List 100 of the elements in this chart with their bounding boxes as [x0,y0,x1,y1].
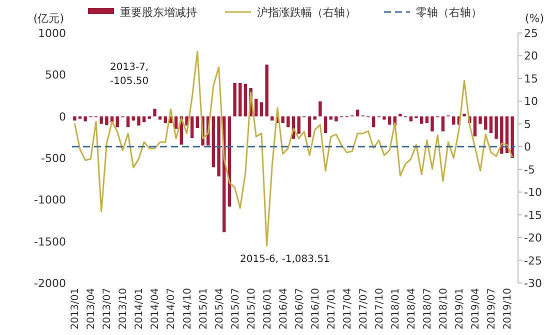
bar [489,116,493,133]
y2-tick-label: -20 [524,232,542,245]
bar [388,116,392,125]
bar [297,116,300,134]
bar [382,116,386,120]
bar [409,116,413,122]
y2-tick-label: 0 [524,140,531,154]
x-tick-label: 2018/04 [406,288,418,330]
bar [473,116,477,136]
bar [212,116,216,168]
bar [126,116,130,128]
line-series [74,50,514,246]
bar [260,102,264,116]
x-tick-label: 2015/01 [198,288,210,330]
bar [372,116,376,128]
legend-label: 零轴（右轴） [416,6,482,19]
bar [334,116,338,122]
bar [73,116,76,120]
bar [286,116,290,128]
bar [308,116,312,138]
bar [313,116,316,120]
x-tick-label: 2019/01 [454,288,466,330]
bar [174,116,178,129]
y-tick-label: 0 [59,110,66,124]
bar [217,116,220,176]
y2-tick-label: 15 [524,72,538,86]
y-tick-label: -500 [41,152,66,165]
y2-tick-label: 5 [524,118,531,131]
bar [196,116,200,128]
bar [324,116,328,133]
bar [164,116,168,123]
bar [265,64,268,116]
y-axis-title: (亿元) [33,12,64,25]
bar [478,116,482,124]
bar [500,116,504,154]
x-tick-label: 2017/07 [358,288,370,330]
y2-tick-label: 10 [524,95,538,108]
y2-tick-label: -5 [524,163,535,176]
x-tick-label: 2016/04 [278,288,290,330]
x-tick-label: 2015/04 [214,288,226,330]
x-tick-label: 2018/10 [438,288,450,330]
bar [105,116,108,126]
bar [116,116,119,128]
bar [137,116,140,126]
bar [420,116,424,124]
y2-tick-label: 25 [524,27,538,40]
x-tick-label: 2017/04 [342,288,354,330]
bar [148,116,151,119]
bar [153,108,156,116]
y-tick-label: 500 [45,68,66,82]
bar [356,110,360,116]
y2-tick-label: -15 [524,208,542,222]
bar [233,83,236,116]
y-tick-label: -2000 [34,277,66,290]
bar [318,101,322,116]
bar [494,116,498,139]
x-tick-label: 2018/01 [390,288,402,330]
bar [452,116,456,125]
bar [441,116,445,132]
y2-tick-label: -30 [524,277,542,290]
x-tick-label: 2013/01 [70,288,82,330]
bar [84,116,87,122]
x-tick-label: 2019/07 [486,288,498,330]
bar [244,84,248,116]
bar [462,114,466,116]
x-tick-label: 2016/07 [294,288,306,330]
x-tick-label: 2017/01 [326,288,338,330]
x-tick-label: 2014/01 [134,288,146,330]
y2-tick-label: 20 [524,50,538,63]
bar [78,116,82,119]
bar [270,116,274,120]
annotation: 2013-7, -105.50 [110,62,149,87]
y2-axis-title: (%) [525,12,544,25]
y2-tick-label: -25 [524,254,542,268]
annotation: 2015-6, -1,083.51 [240,254,330,265]
bar [281,116,284,123]
bar [484,116,488,130]
x-tick-label: 2018/07 [422,288,434,330]
x-tick-label: 2014/07 [166,288,178,330]
y-tick-label: -1500 [34,235,66,248]
y-tick-label: 1000 [38,27,66,40]
bar [190,116,194,138]
x-tick-label: 2019/10 [502,288,514,330]
bar [510,116,514,158]
x-tick-label: 2014/04 [150,288,162,330]
x-tick-label: 2013/04 [86,288,98,330]
x-tick-label: 2015/07 [230,288,242,330]
bar [398,114,402,116]
bar [238,83,242,116]
x-tick-label: 2016/10 [310,288,322,330]
x-tick-label: 2016/01 [262,288,274,330]
bar [254,98,258,116]
bar [430,116,434,132]
bar [425,116,429,123]
x-tick-label: 2013/07 [102,288,114,330]
x-tick-label: 2019/04 [470,288,482,330]
bar [132,116,135,120]
y-tick-label: -1000 [34,194,66,207]
y2-tick-label: -10 [524,186,542,200]
x-tick-label: 2014/10 [182,288,194,330]
